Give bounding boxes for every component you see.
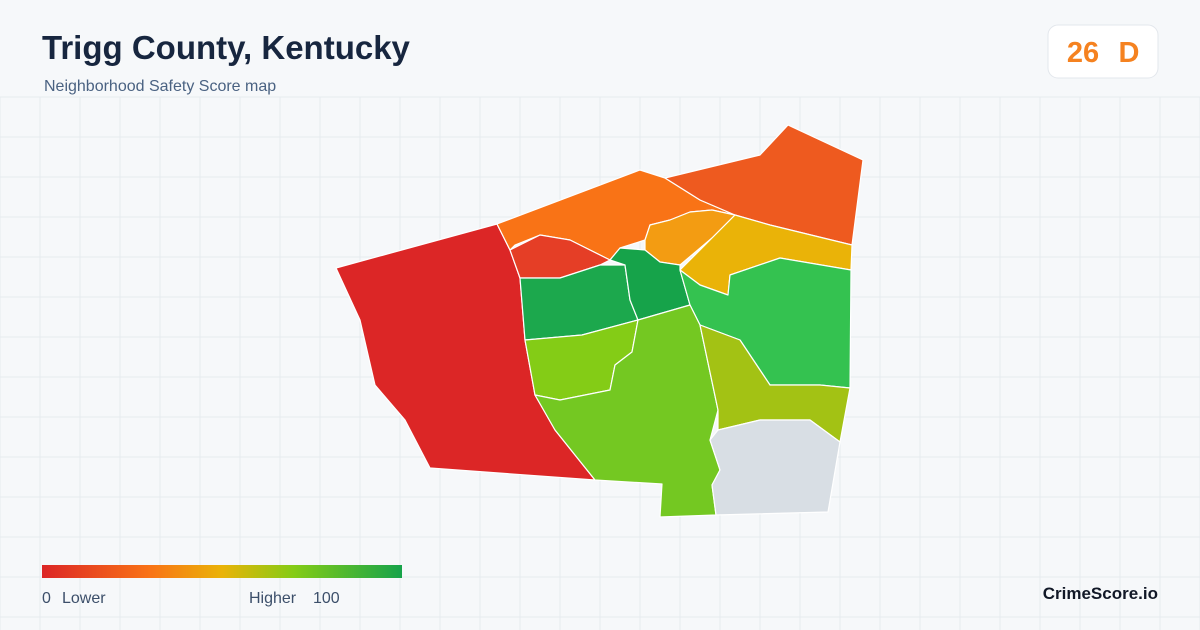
legend-min: 0 [42, 590, 51, 607]
county-map [335, 124, 864, 518]
score-badge [1047, 24, 1159, 79]
legend-gradient [42, 565, 402, 578]
legend-min-label: Lower [62, 590, 106, 607]
legend-max: 100 [313, 590, 340, 607]
title: Trigg County, Kentucky [42, 29, 411, 66]
subtitle: Neighborhood Safety Score map [44, 78, 276, 95]
legend-max-label: Higher [249, 590, 297, 607]
region [709, 419, 841, 516]
score-value: 26 [1067, 37, 1099, 69]
brand: CrimeScore.io [1043, 584, 1158, 603]
score-grade: D [1119, 37, 1140, 69]
